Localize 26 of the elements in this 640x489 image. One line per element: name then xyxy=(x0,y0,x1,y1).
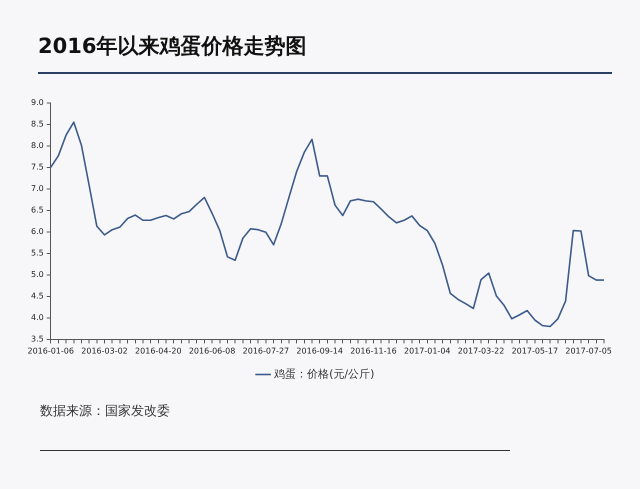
y-tick-label: 4.5 xyxy=(30,291,44,300)
legend-label: 鸡蛋：价格(元/公斤) xyxy=(273,367,374,380)
y-tick-label: 8.5 xyxy=(30,119,44,128)
x-tick-label: 2016-04-20 xyxy=(135,346,182,356)
x-tick-label: 2017-05-17 xyxy=(512,346,558,356)
x-tick-label: 2016-11-16 xyxy=(350,346,397,356)
y-tick-label: 4.0 xyxy=(30,312,44,322)
y-tick-label: 8.0 xyxy=(30,140,44,150)
y-tick-label: 5.0 xyxy=(30,270,44,279)
x-tick-label: 2016-07-27 xyxy=(242,346,290,356)
y-tick-label: 6.0 xyxy=(30,226,44,236)
y-tick-label: 9.0 xyxy=(30,98,44,107)
x-tick-label: 2016-09-14 xyxy=(296,346,343,356)
chart-title: 2016年以来鸡蛋价格走势图 xyxy=(38,32,612,74)
y-tick-label: 7.0 xyxy=(30,184,44,193)
x-tick-label: 2016-03-02 xyxy=(81,346,128,356)
source-note: 数据来源：国家发改委 xyxy=(40,403,171,420)
y-tick-label: 5.5 xyxy=(30,248,44,258)
x-tick-label: 2017-03-22 xyxy=(458,346,504,356)
y-tick-label: 3.5 xyxy=(30,334,44,344)
y-tick-label: 6.5 xyxy=(30,205,44,214)
x-tick-label: 2017-01-04 xyxy=(404,346,451,356)
y-tick-label: 7.5 xyxy=(30,162,44,172)
x-tick-label: 2016-06-08 xyxy=(188,346,236,356)
x-tick-label: 2016-01-06 xyxy=(27,346,74,356)
x-tick-label: 2017-07-05 xyxy=(565,346,612,356)
